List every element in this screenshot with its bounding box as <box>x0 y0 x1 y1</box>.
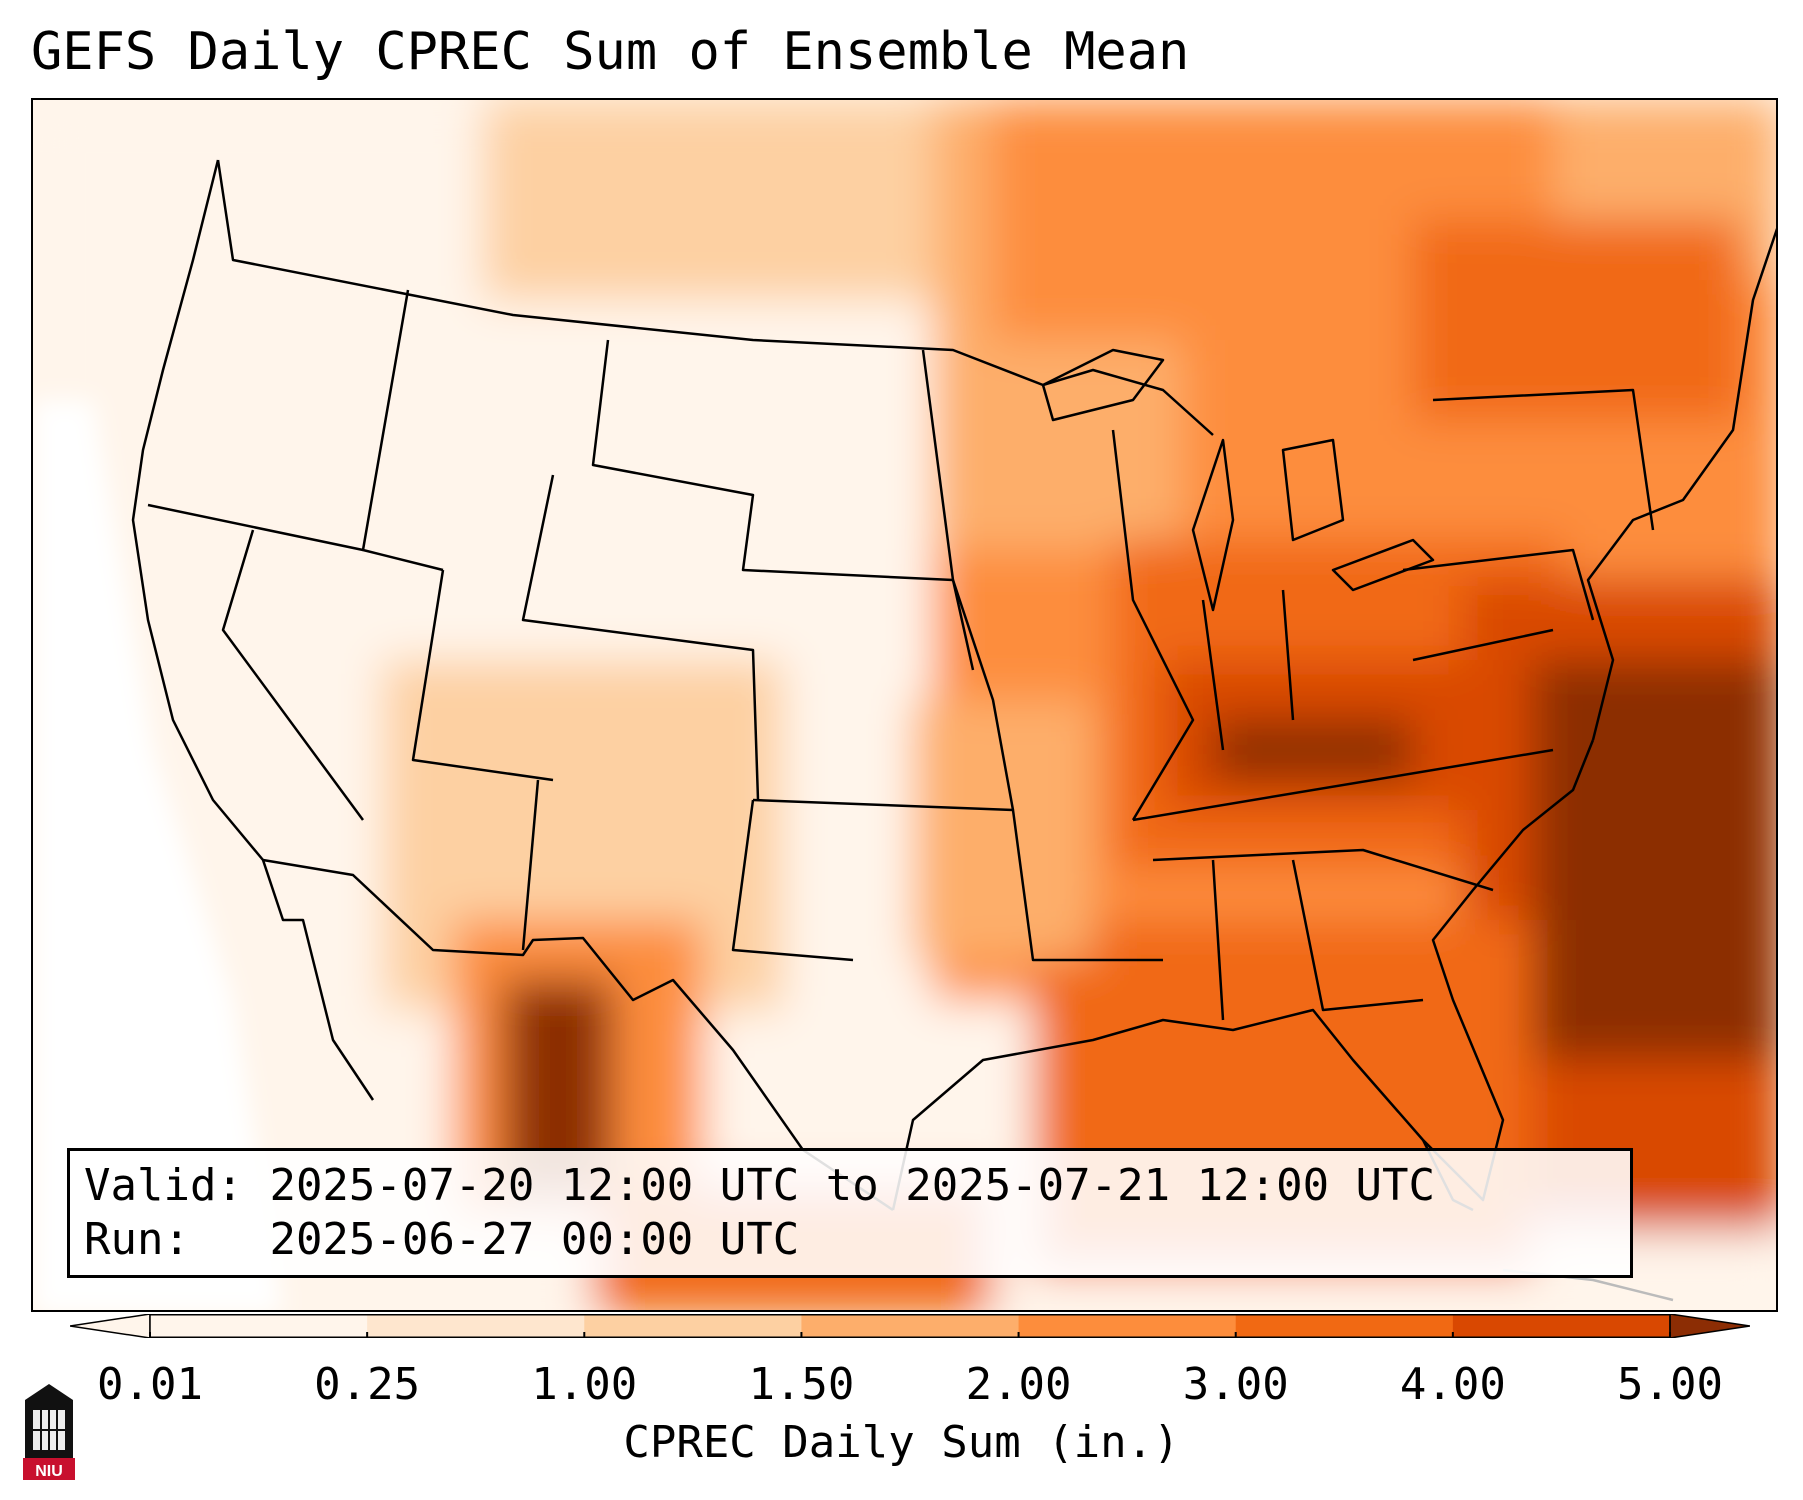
colorbar-segment <box>1018 1314 1237 1338</box>
run-value: 2025-06-27 00:00 UTC <box>269 1214 800 1265</box>
precip-field <box>33 100 1776 1310</box>
colorbar <box>70 1314 1750 1338</box>
logo-band <box>23 1458 75 1480</box>
colorbar-tick-label: 1.00 <box>531 1359 638 1410</box>
colorbar-label: CPREC Daily Sum (in.) <box>623 1417 1180 1468</box>
lake-huron <box>1281 438 1345 542</box>
logo-text: NIU <box>35 1463 63 1480</box>
valid-label: Valid: <box>84 1160 243 1211</box>
colorbar-tick-label: 4.00 <box>1399 1359 1506 1410</box>
ny-border <box>1432 388 1655 531</box>
colorbar-tick-label: 2.00 <box>965 1359 1072 1410</box>
canada-border <box>216 159 1214 436</box>
or-ca-border <box>147 503 364 552</box>
colorbar-outline <box>149 1314 1671 1338</box>
lake-superior <box>1041 348 1165 422</box>
colorbar-extend-low <box>70 1314 151 1338</box>
colorbar-segment <box>367 1314 585 1338</box>
colorbar-tick-label: 0.01 <box>97 1359 203 1410</box>
mt-dakotas <box>591 339 975 671</box>
precipitation-map <box>31 98 1778 1312</box>
colorbar-segment <box>1235 1314 1454 1338</box>
il-border <box>1111 429 1195 821</box>
colorbar-segment <box>150 1314 368 1338</box>
colorbar-segment <box>1452 1314 1671 1338</box>
ut-border <box>411 569 554 782</box>
wy-co-border <box>521 474 760 801</box>
lake-erie <box>1331 538 1435 592</box>
colorbar-tick-label: 5.00 <box>1617 1359 1723 1410</box>
valid-value: 2025-07-20 12:00 UTC to 2025-07-21 12:00… <box>269 1160 1436 1211</box>
colorbar-tick-label: 0.25 <box>314 1359 421 1410</box>
colorbar-segment <box>801 1314 1020 1338</box>
tn-ga-border <box>1132 748 1554 892</box>
mn-mo-border <box>921 349 1015 811</box>
atlantic-coast <box>1586 227 1776 741</box>
nm-border <box>521 779 854 962</box>
nv-border <box>221 529 365 821</box>
precip-st-lawrence <box>1413 220 1743 420</box>
al-ga-fl-border <box>1211 859 1424 1021</box>
info-box: Valid: 2025-07-20 12:00 UTC to 2025-07-2… <box>67 1148 1633 1278</box>
colorbar-tick-label: 1.50 <box>748 1359 855 1410</box>
ok-ar-border <box>752 798 1163 962</box>
map-canvas <box>33 100 1776 1310</box>
ocean-fade <box>33 400 283 1310</box>
pacific-fade <box>33 400 283 1310</box>
niu-logo: NIU <box>23 1384 75 1480</box>
pacific-coast <box>131 159 375 1101</box>
run-label: Run: <box>84 1214 190 1265</box>
mexico-border <box>262 858 894 1212</box>
map-title: GEFS Daily CPREC Sum of Ensemble Mean <box>31 22 1190 82</box>
colorbar-tick-label: 3.00 <box>1182 1359 1289 1410</box>
colorbar-segment <box>584 1314 802 1338</box>
colorbar-extend-high <box>1669 1314 1750 1338</box>
borders <box>131 159 1776 1302</box>
precip-atlantic-core <box>1533 660 1776 1060</box>
precip-ozarks <box>913 700 1093 960</box>
pa-md-border <box>1402 548 1595 662</box>
lake-michigan <box>1191 438 1235 612</box>
in-oh-border <box>1201 589 1295 751</box>
id-border <box>361 289 444 572</box>
precip-tennessee-core <box>1213 720 1413 780</box>
